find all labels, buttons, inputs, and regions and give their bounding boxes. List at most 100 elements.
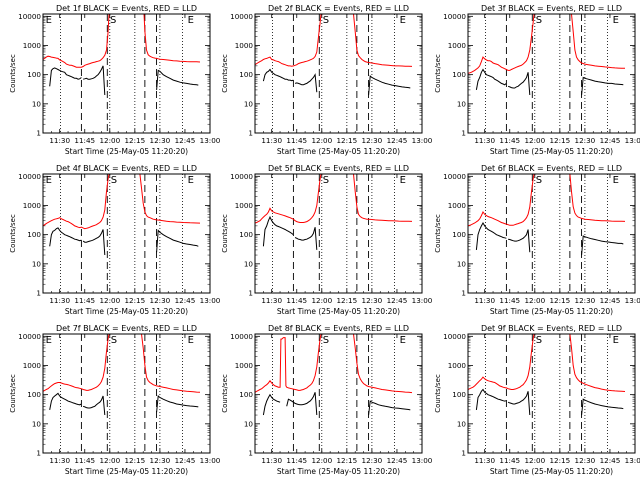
marker-label: S	[323, 15, 329, 26]
x-tick-label: 13:00	[200, 136, 221, 145]
x-tick-label: 12:00	[524, 296, 545, 305]
lld-series-line	[353, 334, 413, 394]
x-tick-label: 12:15	[549, 296, 570, 305]
x-tick-label: 11:45	[74, 136, 95, 145]
marker-label: E	[613, 175, 619, 186]
x-tick-label: 11:30	[49, 296, 70, 305]
x-axis-label: Start Time (25-May-05 11:20:20)	[277, 147, 400, 156]
x-tick-label: 12:15	[336, 136, 357, 145]
y-tick-label: 10000	[443, 332, 466, 341]
panel-title: Det 4f BLACK = Events, RED = LLD	[56, 164, 197, 173]
lld-series-line	[139, 174, 201, 224]
marker-label: S	[536, 175, 542, 186]
marker-label: S	[111, 175, 117, 186]
marker-label: S	[536, 15, 542, 26]
y-axis-label: Counts/sec	[434, 54, 442, 93]
x-tick-label: 13:00	[412, 296, 433, 305]
y-axis-label: Counts/sec	[9, 374, 17, 413]
x-tick-label: 12:45	[387, 296, 408, 305]
panel-title: Det 5f BLACK = Events, RED = LLD	[268, 164, 409, 173]
lld-series-line	[468, 174, 535, 227]
panel-8: Det 8f BLACK = Events, RED = LLD Counts/s…	[221, 324, 433, 476]
x-tick-label: 11:30	[474, 296, 495, 305]
panel-title: Det 1f BLACK = Events, RED = LLD	[56, 4, 197, 13]
panel-title: Det 9f BLACK = Events, RED = LLD	[481, 324, 622, 333]
y-tick-label: 1	[36, 289, 41, 298]
events-series-line	[507, 391, 531, 416]
y-tick-label: 1000	[23, 201, 42, 210]
events-series-line	[49, 227, 82, 247]
x-tick-label: 12:15	[124, 136, 145, 145]
x-tick-label: 12:30	[362, 456, 383, 465]
x-tick-label: 12:30	[575, 136, 596, 145]
panel-4: Det 4f BLACK = Events, RED = LLD Counts/s…	[9, 164, 221, 316]
y-tick-label: 10	[32, 419, 42, 428]
events-series-line	[294, 227, 318, 250]
marker-label: S	[323, 335, 329, 346]
lld-series-line	[255, 334, 322, 393]
plot-frame	[467, 333, 636, 454]
events-series-line	[294, 73, 318, 93]
plot-frame	[467, 173, 636, 294]
x-tick-label: 11:30	[474, 136, 495, 145]
x-tick-label: 12:45	[387, 136, 408, 145]
x-axis-label: Start Time (25-May-05 11:20:20)	[277, 307, 400, 316]
y-axis-label: Counts/sec	[221, 54, 229, 93]
marker-label: E	[188, 335, 194, 346]
x-tick-label: 12:45	[600, 456, 621, 465]
y-tick-label: 10	[457, 99, 467, 108]
x-tick-label: 11:30	[474, 456, 495, 465]
y-tick-label: 1000	[23, 361, 42, 370]
y-tick-label: 100	[239, 390, 253, 399]
plot-area	[468, 174, 626, 293]
lld-series-line	[255, 14, 322, 67]
x-tick-label: 11:45	[499, 296, 520, 305]
x-tick-label: 12:30	[150, 456, 171, 465]
plot-area	[255, 334, 413, 453]
x-tick-label: 12:45	[387, 456, 408, 465]
y-tick-label: 10000	[230, 332, 253, 341]
y-tick-label: 10000	[230, 172, 253, 181]
x-tick-label: 13:00	[625, 296, 640, 305]
events-series-line	[581, 398, 624, 416]
x-tick-label: 13:00	[625, 136, 640, 145]
y-tick-label: 1000	[235, 361, 254, 370]
y-tick-label: 1	[248, 129, 253, 138]
y-tick-label: 1	[36, 129, 41, 138]
x-tick-label: 12:00	[311, 296, 332, 305]
y-tick-label: 10	[32, 99, 42, 108]
x-tick-label: 12:30	[362, 136, 383, 145]
y-tick-label: 1	[248, 289, 253, 298]
x-tick-label: 13:00	[625, 456, 640, 465]
x-tick-label: 12:15	[549, 136, 570, 145]
events-series-line	[82, 65, 106, 96]
x-axis-label: Start Time (25-May-05 11:20:20)	[277, 467, 400, 476]
y-axis-label: Counts/sec	[434, 374, 442, 413]
marker-label: E	[613, 15, 619, 26]
x-tick-label: 11:30	[261, 136, 282, 145]
events-series-line	[581, 76, 624, 96]
y-tick-label: 1000	[235, 41, 254, 50]
x-tick-label: 12:00	[311, 456, 332, 465]
y-tick-label: 10000	[443, 172, 466, 181]
y-tick-label: 1	[461, 129, 466, 138]
events-series-line	[508, 229, 531, 253]
x-tick-label: 12:45	[600, 136, 621, 145]
marker-label: E	[400, 15, 406, 26]
events-series-line	[368, 74, 411, 96]
x-tick-label: 13:00	[412, 136, 433, 145]
x-axis-label: Start Time (25-May-05 11:20:20)	[65, 467, 188, 476]
events-series-line	[368, 400, 411, 416]
y-tick-label: 100	[27, 230, 41, 239]
y-tick-label: 1	[461, 449, 466, 458]
y-tick-label: 100	[239, 70, 253, 79]
x-tick-label: 13:00	[200, 456, 221, 465]
y-tick-label: 10	[244, 259, 254, 268]
marker-label: S	[111, 335, 117, 346]
events-series-line	[156, 229, 199, 253]
x-tick-label: 12:00	[311, 136, 332, 145]
y-tick-label: 1	[36, 449, 41, 458]
y-axis-label: Counts/sec	[434, 214, 442, 253]
x-axis-label: Start Time (25-May-05 11:20:20)	[490, 307, 613, 316]
